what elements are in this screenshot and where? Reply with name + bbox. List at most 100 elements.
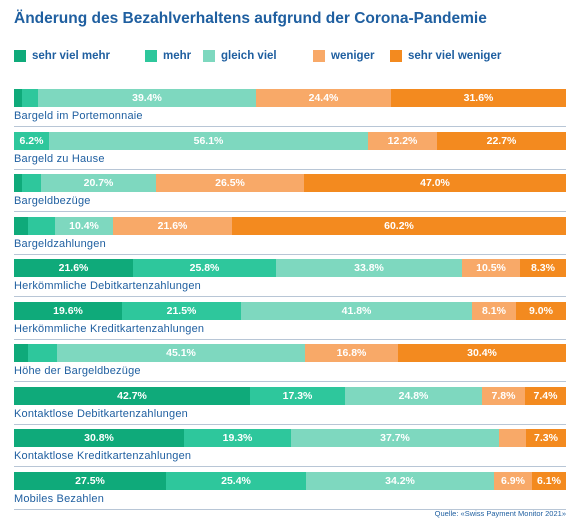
data-label: 8.1%	[482, 304, 506, 317]
bar-row: 39.4% 24.4% 31.6% Bargeld im Portemonnaie	[14, 89, 566, 127]
stacked-bar: 20.7% 26.5% 47.0%	[14, 174, 566, 192]
category-label: Bargeld im Portemonnaie	[14, 110, 143, 122]
bar-segment	[22, 174, 41, 192]
bar-segment	[14, 259, 133, 277]
data-label: 7.3%	[534, 432, 558, 444]
legend-label: sehr viel mehr	[32, 50, 110, 62]
data-label: 7.4%	[533, 389, 558, 402]
data-label: 41.8%	[341, 304, 372, 317]
data-label: 24.8%	[398, 389, 429, 402]
bar-segment	[516, 301, 566, 320]
bar-segment	[38, 89, 256, 107]
data-label: 25.8%	[189, 262, 220, 274]
stacked-bar: 19.6% 21.5% 41.8% 8.1% 9.0%	[14, 301, 566, 320]
data-label: 39.4%	[132, 92, 162, 104]
bar-segment	[113, 216, 232, 235]
data-label: 10.4%	[69, 219, 99, 232]
bar-segment	[49, 131, 368, 150]
data-label: 21.6%	[157, 219, 188, 232]
legend-swatch	[145, 50, 157, 62]
row-divider	[14, 296, 566, 297]
row-divider	[14, 168, 566, 170]
bar-segment	[28, 344, 57, 362]
bar-segment	[256, 89, 391, 107]
data-label: 8.3%	[531, 262, 555, 274]
legend-label: sehr viel weniger	[408, 50, 502, 62]
stacked-bar: 6.2% 56.1% 12.2% 22.7%	[14, 131, 566, 150]
legend-swatch	[390, 50, 402, 62]
bar-segment	[14, 471, 166, 490]
stacked-bar: 30.8% 19.3% 37.7% 7.3%	[14, 429, 566, 447]
row-divider	[14, 381, 566, 382]
data-label: 10.5%	[476, 262, 506, 274]
data-label: 42.7%	[117, 389, 147, 402]
chart-title: Änderung des Bezahlverhaltens aufgrund d…	[14, 10, 487, 27]
bar-segment	[14, 429, 184, 447]
bar-segment	[232, 216, 566, 235]
bar-segment	[525, 386, 566, 405]
bar-segment	[291, 429, 499, 447]
bar-segment	[184, 429, 291, 447]
data-label: 34.2%	[385, 474, 415, 487]
data-label: 6.1%	[537, 474, 561, 487]
bar-segment	[14, 89, 22, 107]
data-label: 30.4%	[467, 347, 497, 359]
bar-row: 27.5% 25.4% 34.2% 6.9% 6.1% Mobiles Bezahlen	[14, 471, 566, 510]
bar-row: 20.7% 26.5% 47.0% Bargeldbezüge	[14, 174, 566, 212]
bar-segment	[304, 174, 566, 192]
data-label: 21.5%	[166, 304, 197, 317]
bar-segment	[250, 386, 345, 405]
bar-row: 42.7% 17.3% 24.8% 7.8% 7.4% Kontaktlose Debit…	[14, 386, 566, 425]
data-label: 22.7%	[486, 134, 517, 147]
bar-segment	[305, 344, 398, 362]
bar-row: 6.2% 56.1% 12.2% 22.7% Bargeld zu Hause	[14, 131, 566, 170]
data-label: 17.3%	[282, 389, 313, 402]
bar-segment	[14, 301, 122, 320]
data-label: 19.3%	[222, 432, 253, 444]
data-label: 26.5%	[215, 177, 245, 189]
category-label: Bargeldzahlungen	[14, 237, 106, 250]
bar-segment	[391, 89, 566, 107]
bar-segment	[526, 429, 566, 447]
data-label: 20.7%	[83, 177, 114, 189]
category-label: Kontaktlose Debitkartenzahlungen	[14, 407, 188, 420]
category-label: Höhe der Bargeldbezüge	[14, 365, 141, 377]
data-label: 56.1%	[193, 134, 224, 147]
bar-row: 45.1% 16.8% 30.4% Höhe der Bargeldbezüge	[14, 344, 566, 382]
row-divider	[14, 253, 566, 255]
category-label: Herkömmliche Debitkartenzahlungen	[14, 280, 201, 292]
bar-segment	[14, 216, 28, 235]
bar-row: 10.4% 21.6% 60.2% Bargeldzahlungen	[14, 216, 566, 255]
bar-row: 30.8% 19.3% 37.7% 7.3% Kontaktlose Kreditkar…	[14, 429, 566, 467]
category-label: Bargeld zu Hause	[14, 152, 105, 165]
data-label: 9.0%	[529, 304, 553, 317]
stacked-bar: 21.6% 25.8% 33.8% 10.5% 8.3%	[14, 259, 566, 277]
data-label: 25.4%	[221, 474, 251, 487]
bar-segment	[14, 344, 28, 362]
bar-segment	[499, 429, 526, 447]
data-label: 27.5%	[75, 474, 105, 487]
category-label: Herkömmliche Kreditkartenzahlungen	[14, 322, 205, 335]
data-label: 21.6%	[58, 262, 89, 274]
bar-segment	[166, 471, 306, 490]
source-note: Quelle: «Swiss Payment Monitor 2021»	[434, 509, 566, 518]
data-label: 30.8%	[84, 432, 114, 444]
bar-segment	[437, 131, 566, 150]
data-label: 45.1%	[166, 347, 196, 359]
bar-segment	[133, 259, 276, 277]
category-label: Kontaktlose Kreditkartenzahlungen	[14, 450, 192, 462]
bar-segment	[276, 259, 462, 277]
bar-segment	[306, 471, 494, 490]
stacked-bar: 42.7% 17.3% 24.8% 7.8% 7.4%	[14, 386, 566, 405]
bar-row: 19.6% 21.5% 41.8% 8.1% 9.0% Herkömmliche Kred…	[14, 301, 566, 340]
stacked-bar: 10.4% 21.6% 60.2%	[14, 216, 566, 235]
legend-swatch	[313, 50, 325, 62]
row-divider	[14, 466, 566, 467]
bar-segment	[122, 301, 241, 320]
bar-segment	[472, 301, 516, 320]
data-label: 37.7%	[380, 432, 410, 444]
bar-segment	[368, 131, 437, 150]
bar-segment	[57, 344, 305, 362]
bar-row: 21.6% 25.8% 33.8% 10.5% 8.3% Herkömmliche Deb…	[14, 259, 566, 297]
legend-label: gleich viel	[221, 50, 277, 62]
